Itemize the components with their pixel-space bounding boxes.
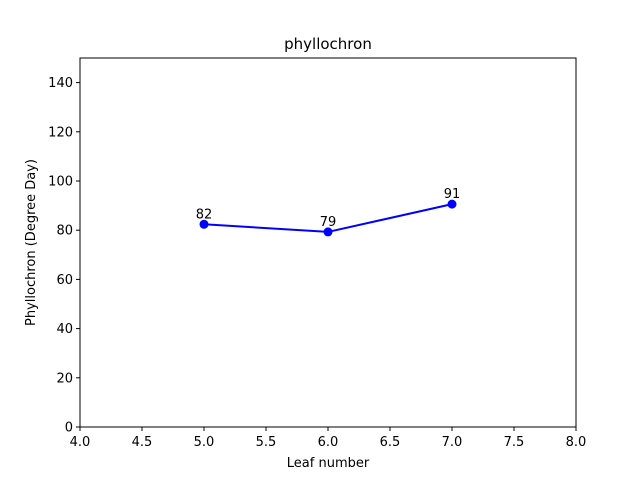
x-tick-label: 6.0 — [318, 435, 339, 450]
x-tick-label: 6.5 — [380, 435, 401, 450]
data-point — [323, 227, 333, 237]
x-tick-label: 7.0 — [442, 435, 463, 450]
y-tick-label: 80 — [56, 224, 73, 239]
x-tick-label: 4.5 — [132, 435, 153, 450]
x-tick-label: 4.0 — [70, 435, 91, 450]
y-tick-label: 100 — [48, 175, 73, 190]
y-axis: 0 20 40 60 80 100 120 140 — [48, 76, 80, 436]
y-tick-label: 60 — [56, 273, 73, 288]
y-tick-label: 140 — [48, 76, 73, 91]
data-label: 79 — [320, 215, 337, 230]
x-tick-label: 5.5 — [256, 435, 277, 450]
y-tick-label: 0 — [65, 421, 73, 436]
y-tick-label: 40 — [56, 322, 73, 337]
data-point — [199, 219, 209, 229]
data-label: 91 — [444, 187, 461, 202]
y-tick-label: 120 — [48, 125, 73, 140]
x-tick-label: 8.0 — [566, 435, 587, 450]
x-tick-label: 5.0 — [194, 435, 215, 450]
data-point — [447, 199, 457, 209]
y-tick-label: 20 — [56, 371, 73, 386]
x-tick-label: 7.5 — [504, 435, 525, 450]
y-axis-label: Phyllochron (Degree Day) — [24, 159, 39, 326]
data-label: 82 — [196, 207, 213, 222]
plot-frame — [79, 57, 577, 428]
x-axis-label: Leaf number — [287, 456, 370, 471]
series-layer: 82 79 91 — [196, 187, 461, 237]
chart-title: phyllochron — [284, 35, 372, 53]
x-axis: 4.0 4.5 5.0 5.5 6.0 6.5 7.0 7.5 8.0 — [70, 427, 587, 450]
